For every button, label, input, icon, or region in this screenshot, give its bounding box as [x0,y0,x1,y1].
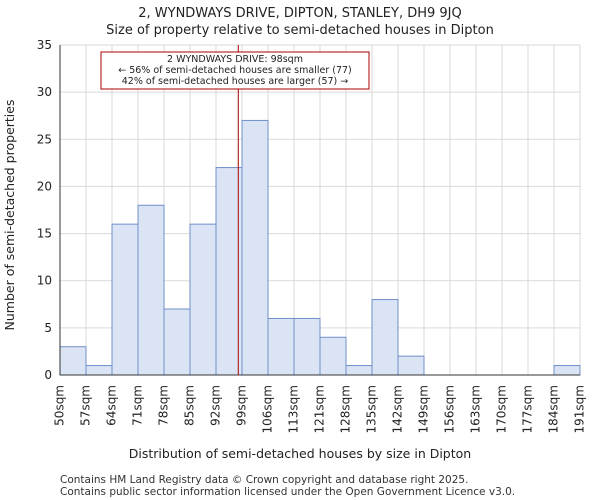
histogram-bar [163,308,191,376]
histogram-bar [85,365,113,376]
histogram-bar [59,346,87,376]
histogram-bar [215,167,243,376]
bars [59,119,581,376]
histogram-bar [137,204,165,376]
x-tick-label: 170sqm [495,385,509,433]
histogram-bar [397,355,425,376]
x-tick-label: 50sqm [53,385,67,426]
x-tick-label: 121sqm [313,385,327,433]
footer-line2: Contains public sector information licen… [60,486,515,498]
annotation-box: 2 WYNDWAYS DRIVE: 98sqm ← 56% of semi-de… [100,51,370,90]
x-tick-label: 135sqm [365,385,379,433]
histogram-bar [371,299,399,376]
x-tick-label: 57sqm [79,385,93,426]
histogram-bar [241,119,269,376]
histogram-bar [189,223,217,376]
x-axis-label: Distribution of semi-detached houses by … [129,446,471,461]
y-tick-label: 25 [37,132,52,146]
x-tick-label: 113sqm [287,385,301,433]
x-tick-labels: 50sqm 57sqm 64sqm 71sqm 78sqm 85sqm 92sqm 99sqm… [53,385,587,433]
histogram-bar [345,365,373,376]
histogram-bar [319,336,347,376]
footer-line1: Contains HM Land Registry data © Crown c… [60,474,468,486]
annotation-frame [100,51,370,90]
histogram-bar [293,317,321,376]
y-axis-label: Number of semi-detached properties [2,100,17,331]
chart-title-line2: Size of property relative to semi-detach… [106,23,494,38]
x-tick-label: 128sqm [339,385,353,433]
annotation-line3: 42% of semi-detached houses are larger (… [122,76,349,87]
y-tick-labels: 0 5 10 15 20 25 30 35 [37,38,52,382]
y-tick-label: 5 [44,321,52,335]
y-tick-label: 0 [44,368,52,382]
x-tick-label: 142sqm [391,385,405,433]
x-tick-label: 85sqm [183,385,197,426]
x-tick-label: 156sqm [443,385,457,433]
annotation-line2: ← 56% of semi-detached houses are smalle… [118,65,352,76]
histogram-bar [267,317,295,376]
x-tick-label: 78sqm [157,385,171,426]
x-tick-label: 71sqm [131,385,145,426]
x-tick-label: 99sqm [235,385,249,426]
x-tick-label: 191sqm [573,385,587,433]
x-tick-label: 177sqm [521,385,535,433]
x-tick-label: 184sqm [547,385,561,433]
y-tick-label: 20 [37,179,52,193]
y-tick-label: 35 [37,38,52,52]
annotation-line1: 2 WYNDWAYS DRIVE: 98sqm [167,54,303,65]
x-tick-label: 92sqm [209,385,223,426]
chart-title-line1: 2, WYNDWAYS DRIVE, DIPTON, STANLEY, DH9 … [138,6,462,21]
x-tick-label: 64sqm [105,385,119,426]
x-tick-label: 106sqm [261,385,275,433]
x-tick-label: 149sqm [417,385,431,433]
y-tick-label: 10 [37,274,52,288]
histogram-bar [111,223,139,376]
y-tick-label: 15 [37,227,52,241]
x-tick-label: 163sqm [469,385,483,433]
histogram-bar [553,365,581,376]
y-tick-label: 30 [37,85,52,99]
